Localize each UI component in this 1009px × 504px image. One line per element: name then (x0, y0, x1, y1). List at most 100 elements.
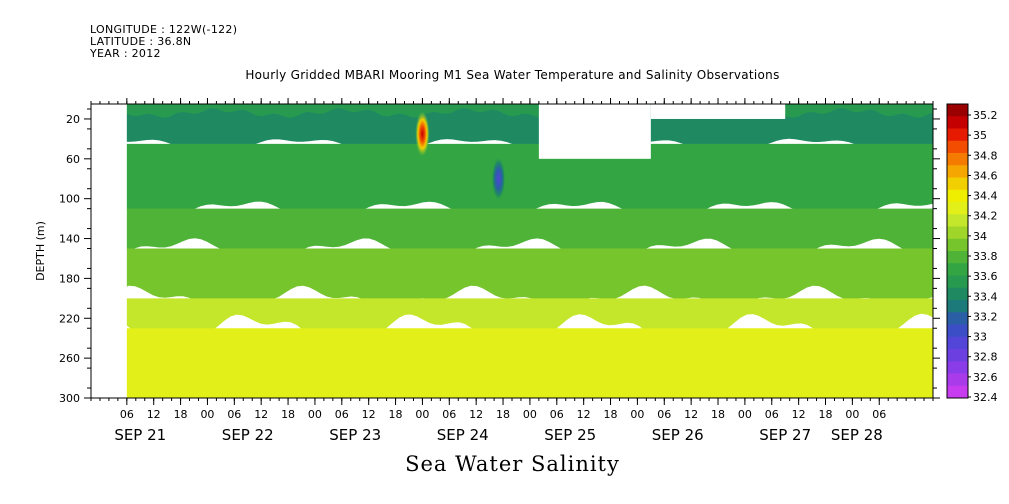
chart-title: Hourly Gridded MBARI Mooring M1 Sea Wate… (245, 68, 780, 82)
colorbar-swatch (947, 140, 968, 154)
missing-data-region (91, 104, 127, 398)
salinity-band (91, 248, 933, 312)
x-tick-label: 06 (550, 408, 564, 421)
x-tick-label: 12 (469, 408, 483, 421)
x-tick-label: 00 (415, 408, 429, 421)
colorbar-swatch (947, 251, 968, 264)
x-tick-label: 00 (200, 408, 214, 421)
y-tick-label: 140 (59, 233, 80, 246)
colorbar-swatch (947, 300, 968, 313)
colorbar-swatch (947, 373, 968, 387)
colorbar-label: 32.6 (973, 371, 998, 384)
y-tick-label: 60 (66, 153, 80, 166)
x-day-label: SEP 22 (222, 426, 274, 444)
colorbar-label: 33.6 (973, 270, 998, 283)
x-tick-label: 18 (604, 408, 618, 421)
axes: 06 12 18 00 06 12 18 00 06 12 18 00 06 12 18 00 06 12 18 00… (59, 98, 940, 444)
x-tick-label: 12 (792, 408, 806, 421)
x-tick-label: 06 (442, 408, 456, 421)
colorbar-label: 33.4 (973, 290, 998, 303)
x-tick-label: 18 (819, 408, 833, 421)
colorbar-swatch (947, 238, 968, 252)
longitude-label: LONGITUDE : 122W(-122) (90, 23, 238, 36)
x-tick-label: 06 (227, 408, 241, 421)
variable-label: Sea Water Salinity (405, 452, 620, 476)
salinity-band (91, 208, 933, 259)
x-tick-label: 06 (335, 408, 349, 421)
x-tick-label: 00 (308, 408, 322, 421)
salinity-band-base (91, 368, 933, 398)
colorbar-swatch (947, 287, 968, 301)
x-tick-label: 00 (845, 408, 859, 421)
colorbar-swatch (947, 385, 968, 399)
colorbar-swatch (947, 275, 968, 289)
salinity-field (91, 104, 933, 398)
y-tick-label: 220 (59, 312, 80, 325)
colorbar-swatch (947, 202, 968, 215)
colorbar-label: 33.8 (973, 250, 998, 263)
x-tick-label: 18 (711, 408, 725, 421)
y-tick-label: 300 (59, 392, 80, 405)
year-label: YEAR : 2012 (90, 47, 161, 60)
x-day-label: SEP 27 (759, 426, 811, 444)
x-tick-label: 00 (523, 408, 537, 421)
colorbar-frame (946, 103, 969, 399)
x-day-label: SEP 25 (544, 426, 596, 444)
x-tick-label: 12 (684, 408, 698, 421)
colorbar-swatch (947, 104, 968, 117)
x-tick-label: 12 (147, 408, 161, 421)
colorbar-label: 35.2 (973, 109, 998, 122)
colorbar-label: 34.4 (973, 190, 998, 203)
x-tick-label: 12 (362, 408, 376, 421)
colorbar-swatch (947, 128, 968, 142)
x-tick-label: 06 (872, 408, 886, 421)
x-tick-label: 00 (630, 408, 644, 421)
x-day-label: SEP 28 (831, 426, 883, 444)
salinity-band (91, 143, 933, 216)
x-tick-label: 18 (389, 408, 403, 421)
colorbar-swatch (947, 214, 968, 227)
latitude-label: LATITUDE : 36.8N (90, 35, 192, 48)
colorbar-label: 34.2 (973, 210, 998, 223)
colorbar: 35.2 35 34.8 34.6 34.4 34.2 34 33.8 33.6 33.4 33.2… (946, 103, 998, 404)
colorbar-label: 33 (973, 331, 987, 344)
y-axis-title: DEPTH (m) (34, 221, 47, 281)
colorbar-swatch (947, 177, 968, 191)
colorbar-label: 32.4 (973, 391, 998, 404)
x-tick-label: 18 (174, 408, 188, 421)
x-day-label: SEP 26 (652, 426, 704, 444)
colorbar-swatch (947, 312, 968, 325)
colorbar-swatch (947, 349, 968, 362)
colorbar-label: 34.6 (973, 169, 998, 182)
colorbar-swatch (947, 336, 968, 350)
y-tick-label: 260 (59, 352, 80, 365)
colorbar-swatch (947, 324, 968, 338)
colorbar-swatch (947, 116, 968, 129)
colorbar-swatch (947, 226, 968, 240)
y-tick-label: 100 (59, 193, 80, 206)
x-tick-label: 06 (765, 408, 779, 421)
colorbar-label: 33.2 (973, 310, 998, 323)
x-tick-label: 12 (254, 408, 268, 421)
x-tick-label: 18 (281, 408, 295, 421)
x-tick-label: 06 (120, 408, 134, 421)
x-tick-label: 06 (657, 408, 671, 421)
y-tick-label: 180 (59, 272, 80, 285)
salinity-band (91, 298, 933, 343)
colorbar-swatch (947, 189, 968, 203)
colorbar-swatch (947, 361, 968, 374)
colorbar-label: 32.8 (973, 351, 998, 364)
colorbar-label: 34.8 (973, 149, 998, 162)
x-tick-label: 12 (577, 408, 591, 421)
colorbar-label: 34 (973, 230, 987, 243)
x-day-label: SEP 21 (114, 426, 166, 444)
low-salinity-anomaly (491, 156, 506, 201)
colorbar-swatch (947, 263, 968, 276)
y-tick-label: 20 (66, 113, 80, 126)
x-day-label: SEP 24 (437, 426, 489, 444)
x-tick-label: 18 (496, 408, 510, 421)
high-salinity-anomaly (415, 111, 430, 156)
colorbar-swatch (947, 165, 968, 178)
x-day-label: SEP 23 (329, 426, 381, 444)
